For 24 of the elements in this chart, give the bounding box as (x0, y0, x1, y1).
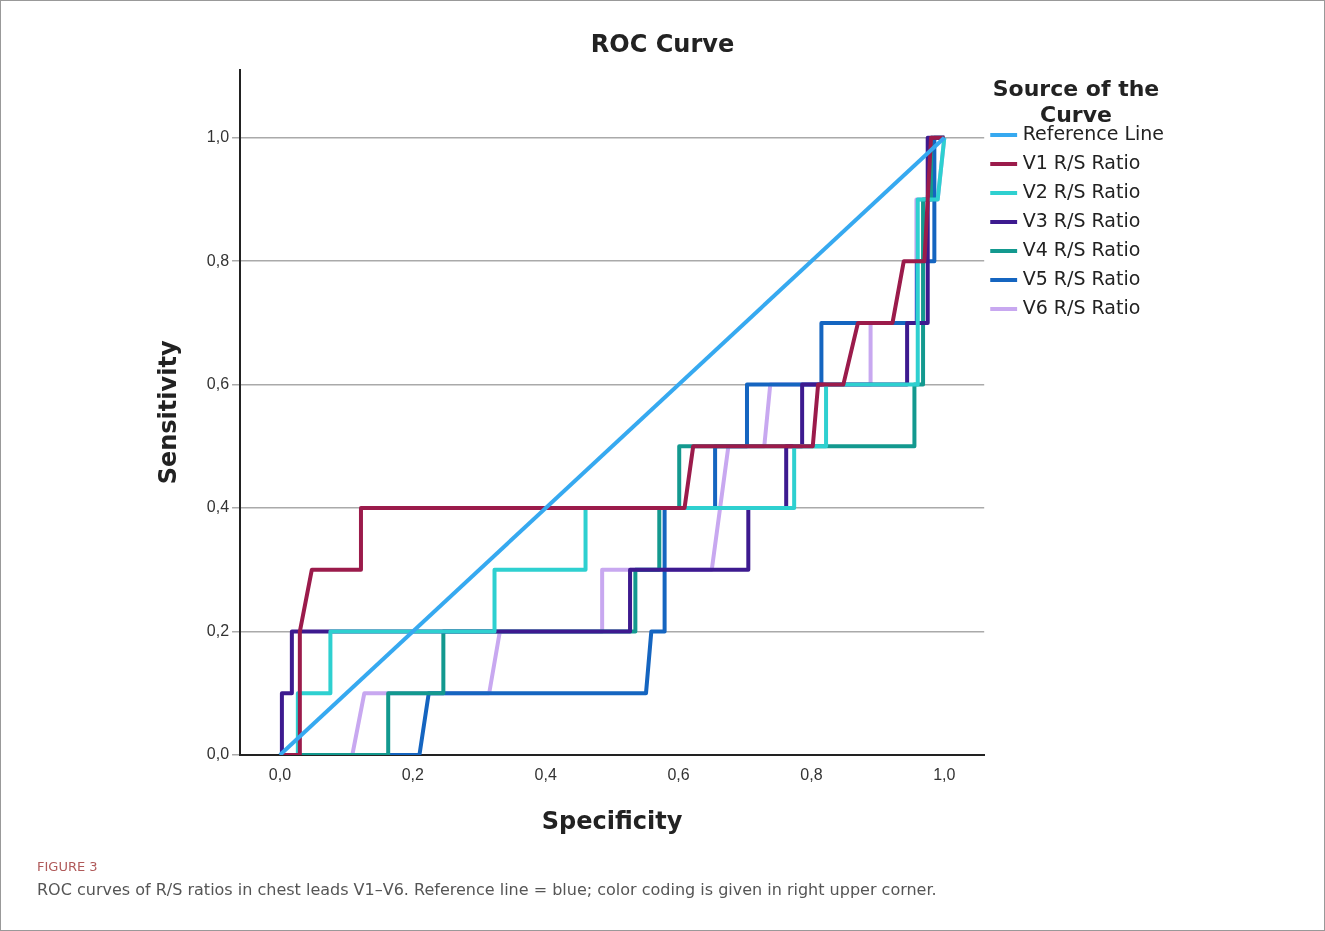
y-axis-title: Sensitivity (153, 340, 182, 485)
y-tick-label: 0,8 (206, 251, 230, 269)
y-tick-label: 0,4 (206, 498, 230, 516)
y-tick-label: 0,0 (206, 745, 230, 763)
x-tick-label: 1,0 (933, 766, 956, 784)
legend-label: Reference Line (1022, 121, 1164, 144)
x-tick-label: 0,6 (667, 766, 690, 784)
x-tick-label: 0,4 (534, 766, 557, 784)
legend-label: V2 R/S Ratio (1022, 179, 1141, 202)
x-tick-label: 0,0 (268, 766, 292, 784)
x-tick-label: 0,8 (800, 766, 823, 784)
x-axis-title: Specificity (541, 806, 683, 835)
x-tick-label: 0,2 (401, 766, 425, 784)
text: ROC curves of R/S ratios in chest leads V1–V6. Reference line = blue; color coding is given in right upper corner. (37, 880, 937, 899)
legend-label: V1 R/S Ratio (1022, 150, 1141, 173)
y-tick-label: 0,2 (206, 621, 230, 639)
legend-label: V5 R/S Ratio (1022, 266, 1141, 289)
caption: FIGURE 3 (37, 859, 99, 874)
chart-title: ROC Curve (590, 29, 735, 58)
legend-label: V4 R/S Ratio (1022, 237, 1141, 260)
legend-label: V3 R/S Ratio (1022, 208, 1141, 231)
y-tick-label: 1,0 (206, 128, 230, 146)
legend-label: V6 R/S Ratio (1022, 295, 1141, 318)
y-tick-label: 0,6 (206, 375, 230, 393)
